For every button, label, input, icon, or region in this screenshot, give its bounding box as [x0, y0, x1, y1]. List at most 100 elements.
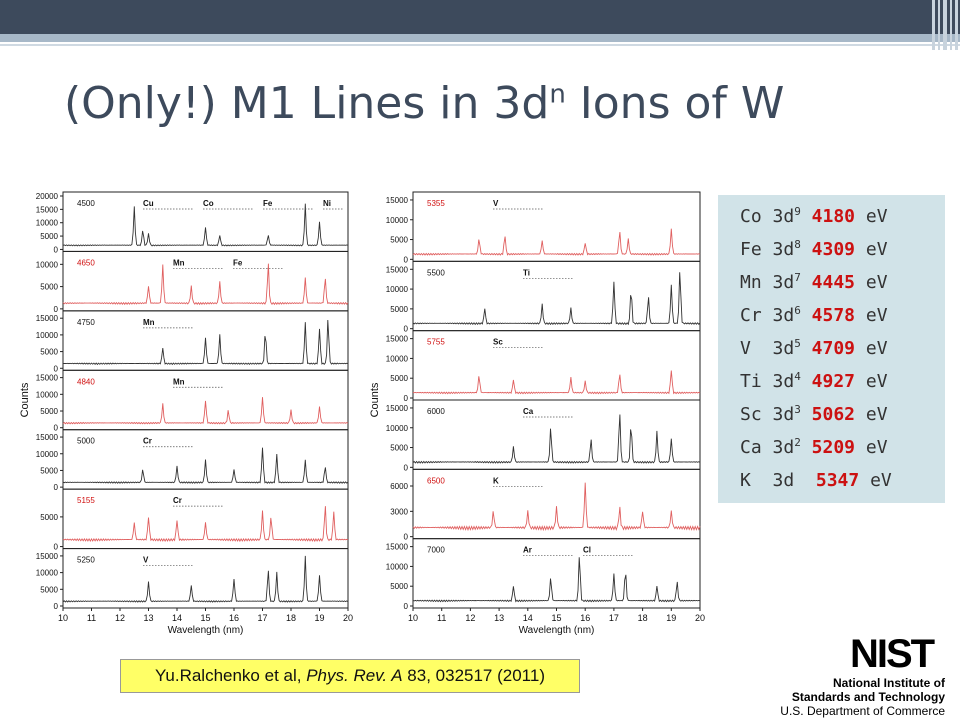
spectrum-line: [62, 319, 349, 366]
ion-config: 3d: [772, 338, 795, 359]
ion-row: Cr 3d6 4578 eV: [740, 304, 888, 326]
y-tick-label: 15000: [36, 314, 59, 323]
y-tick-label: 0: [54, 483, 59, 492]
spectrum-line: [412, 414, 701, 464]
panel-energy-label: 5000: [77, 437, 95, 446]
y-tick-label: 0: [404, 533, 409, 542]
x-tick-label: 14: [523, 613, 533, 623]
ion-line-label: Mn: [173, 258, 185, 267]
top-bar-line: [0, 44, 960, 46]
spectrum-panel-frame: [62, 369, 349, 431]
energy-unit: eV: [859, 470, 892, 491]
energy-unit: eV: [855, 404, 888, 425]
x-tick-label: 15: [551, 613, 561, 623]
spectrum-panel-frame: [412, 191, 701, 262]
ion-config-exponent: 8: [794, 238, 801, 251]
y-tick-label: 3000: [390, 507, 408, 516]
x-tick-label: 20: [695, 613, 705, 623]
x-tick-label: 15: [200, 613, 210, 623]
y-tick-label: 5000: [40, 232, 58, 241]
ion-line-label: Ti: [523, 268, 530, 277]
x-tick-label: 19: [666, 613, 676, 623]
title-tail: Ions of W: [565, 78, 785, 129]
ion-config: 3d: [772, 206, 795, 227]
x-tick-label: 11: [437, 613, 446, 623]
top-bar: [0, 0, 960, 34]
ion-energy: 4709: [800, 338, 856, 359]
y-tick-label: 15000: [36, 374, 59, 383]
ion-line-label: Fe: [233, 258, 243, 267]
y-tick-label: 10000: [36, 390, 59, 399]
title-main: (Only!) M1 Lines in 3d: [64, 78, 550, 129]
x-tick-label: 13: [494, 613, 504, 623]
y-tick-label: 10000: [36, 331, 59, 340]
ion-symbol: Sc: [740, 404, 773, 425]
ion-symbol: V: [740, 338, 773, 359]
spectrum-panel-frame: [412, 538, 701, 609]
ion-config-exponent: 7: [794, 271, 801, 284]
y-tick-label: 5000: [390, 374, 408, 383]
x-tick-label: 17: [609, 613, 619, 623]
ion-config-exponent: 3: [794, 403, 801, 416]
spectrum-line: [62, 555, 349, 603]
y-tick-label: 15000: [386, 265, 409, 274]
x-axis-label: Wavelength (nm): [168, 625, 244, 636]
ion-row: Ti 3d4 4927 eV: [740, 370, 888, 392]
ion-symbol: Cr: [740, 305, 773, 326]
y-tick-label: 15000: [386, 404, 409, 413]
slide-title: (Only!) M1 Lines in 3dn Ions of W: [64, 78, 784, 129]
ion-line-label: K: [493, 476, 499, 485]
ion-config: 3d: [772, 239, 795, 260]
ion-line-label: Mn: [173, 377, 185, 386]
citation-journal: Phys. Rev. A: [306, 666, 403, 685]
y-tick-label: 5000: [40, 407, 58, 416]
y-tick-label: 5000: [40, 513, 58, 522]
spectrum-line: [62, 397, 349, 425]
y-tick-label: 0: [54, 364, 59, 373]
y-tick-label: 0: [404, 394, 409, 403]
x-axis-label: Wavelength (nm): [519, 625, 595, 636]
ion-line-label: Ni: [323, 199, 331, 208]
title-superscript: n: [549, 79, 566, 110]
ion-line-label: Cl: [583, 546, 591, 555]
ion-row: Ca 3d2 5209 eV: [740, 436, 888, 458]
y-tick-label: 0: [404, 325, 409, 334]
y-tick-label: 5000: [40, 585, 58, 594]
nist-line-2: Standards and Technology: [791, 690, 945, 704]
y-tick-label: 15000: [36, 205, 59, 214]
panel-energy-label: 4840: [77, 377, 95, 386]
x-tick-label: 12: [465, 613, 475, 623]
panel-energy-label: 5755: [427, 338, 445, 347]
x-tick-label: 16: [580, 613, 590, 623]
ion-config-exponent: 6: [794, 304, 801, 317]
panel-energy-label: 4500: [77, 199, 95, 208]
ion-line-label: V: [143, 556, 149, 565]
y-tick-label: 0: [54, 305, 59, 314]
y-tick-label: 0: [54, 602, 59, 611]
ion-config: 3d: [772, 404, 795, 425]
decorative-stripes: [932, 0, 958, 50]
top-bar-accent: [0, 34, 960, 42]
y-tick-label: 10000: [36, 569, 59, 578]
x-tick-label: 12: [115, 613, 125, 623]
panel-energy-label: 5500: [427, 268, 445, 277]
ion-symbol: K: [740, 470, 773, 491]
panel-energy-label: 5250: [77, 556, 95, 565]
energy-unit: eV: [855, 437, 888, 458]
y-tick-label: 0: [404, 463, 409, 472]
ion-row: Mn 3d7 4445 eV: [740, 271, 888, 293]
ion-symbol: Co: [740, 206, 773, 227]
nist-line-3: U.S. Department of Commerce: [780, 704, 945, 718]
energy-unit: eV: [855, 338, 888, 359]
x-tick-label: 14: [172, 613, 182, 623]
y-tick-label: 10000: [386, 285, 409, 294]
citation-details: 83, 032517 (2011): [402, 666, 545, 685]
y-tick-label: 10000: [386, 424, 409, 433]
spectrum-line: [412, 228, 701, 256]
y-tick-label: 10000: [36, 260, 59, 269]
spectrum-line: [62, 506, 349, 543]
panel-energy-label: 6000: [427, 407, 445, 416]
x-tick-label: 13: [143, 613, 153, 623]
ion-config: 3d: [772, 437, 795, 458]
